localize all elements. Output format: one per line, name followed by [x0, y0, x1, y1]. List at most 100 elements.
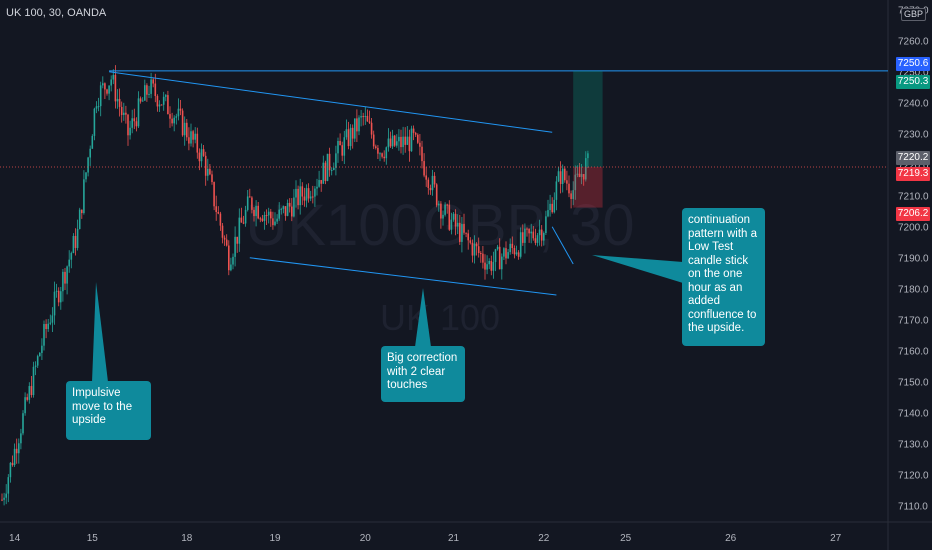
candle-body	[127, 114, 129, 136]
candle-body	[24, 397, 26, 414]
candle-body	[28, 386, 31, 400]
candle-body	[7, 477, 10, 494]
candle-body	[408, 136, 411, 152]
candle-body	[41, 345, 43, 353]
candle-body	[125, 112, 127, 115]
candle-body	[328, 153, 331, 171]
candle-body	[255, 205, 257, 217]
candle-body	[64, 271, 66, 284]
x-tick-label: 26	[725, 533, 737, 544]
candle-body	[209, 168, 211, 175]
candle-body	[393, 135, 396, 146]
candle-body	[102, 83, 104, 86]
candle-body	[179, 108, 182, 111]
annotation-continuation[interactable]: continuation pattern with a Low Test can…	[682, 208, 765, 346]
candle-body	[198, 152, 201, 162]
candle-body	[566, 180, 568, 184]
candle-body	[318, 180, 320, 187]
y-tick-label: 7130.0	[898, 439, 929, 450]
candle-body	[244, 209, 247, 224]
candle-body	[385, 147, 388, 159]
candle-body	[95, 106, 98, 109]
candle-body	[574, 174, 577, 191]
candle-body	[129, 127, 131, 136]
candle-body	[162, 96, 165, 105]
candle-body	[316, 186, 318, 189]
x-tick-label: 21	[448, 533, 460, 544]
candle-body	[74, 235, 77, 248]
candle-body	[230, 264, 232, 271]
candle-body	[536, 235, 539, 243]
candle-body	[267, 211, 270, 216]
candle-body	[421, 146, 423, 162]
candle-body	[104, 83, 106, 90]
candle-body	[496, 246, 499, 250]
candle-body	[507, 252, 509, 259]
candle-body	[257, 205, 259, 219]
candle-body	[1, 499, 3, 501]
candle-body	[97, 106, 100, 108]
candle-body	[242, 222, 245, 224]
candle-body	[534, 238, 537, 243]
candle-body	[410, 128, 413, 152]
candle-body	[463, 223, 465, 233]
candle-body	[524, 228, 526, 243]
annotation-correction[interactable]: Big correction with 2 clear touches	[381, 346, 465, 402]
candle-body	[171, 118, 173, 124]
candle-body	[11, 462, 14, 466]
candle-body	[169, 114, 171, 119]
y-tick-label: 7110.0	[898, 501, 928, 512]
candle-body	[181, 110, 184, 136]
candle-body	[215, 206, 217, 212]
currency-badge[interactable]: GBP	[901, 8, 927, 21]
position-stop-zone	[573, 166, 603, 208]
candle-body	[431, 175, 434, 191]
candle-body	[57, 290, 60, 303]
candle-body	[305, 188, 308, 201]
candle-body	[375, 146, 377, 148]
candle-body	[543, 233, 545, 241]
candle-body	[381, 153, 383, 157]
candle-body	[505, 248, 507, 259]
candle-body	[284, 206, 287, 216]
candle-body	[295, 188, 297, 198]
candle-body	[114, 74, 117, 102]
candle-body	[545, 216, 547, 234]
candle-body	[473, 243, 476, 256]
candle-body	[461, 223, 463, 242]
candle-body	[429, 187, 432, 191]
candle-body	[148, 93, 150, 95]
candle-body	[561, 168, 564, 184]
y-tick-label: 7120.0	[898, 470, 929, 481]
candle-body	[236, 236, 238, 244]
candle-body	[120, 106, 123, 115]
candle-body	[49, 322, 52, 324]
candle-body	[341, 145, 343, 156]
candle-body	[274, 221, 276, 226]
candle-body	[112, 74, 115, 80]
candle-body	[530, 231, 532, 234]
y-tick-label: 7160.0	[898, 346, 929, 357]
annotation-impulsive[interactable]: Impulsive move to the upside	[66, 381, 151, 440]
candle-body	[194, 133, 196, 140]
candle-body	[51, 315, 54, 323]
candle-body	[223, 237, 226, 240]
candle-body	[183, 122, 186, 136]
candle-body	[246, 196, 249, 210]
candle-body	[448, 204, 451, 230]
candle-body	[509, 243, 511, 253]
y-tick-label: 7140.0	[898, 408, 929, 419]
candle-body	[291, 206, 293, 217]
candle-body	[477, 246, 480, 254]
candle-body	[450, 219, 453, 230]
candle-body	[471, 242, 474, 256]
candle-body	[188, 137, 190, 144]
candle-body	[490, 260, 493, 271]
x-tick-label: 22	[538, 533, 550, 544]
candle-body	[417, 134, 419, 143]
candle-body	[39, 352, 41, 357]
candle-body	[356, 118, 358, 132]
candle-body	[465, 232, 467, 234]
